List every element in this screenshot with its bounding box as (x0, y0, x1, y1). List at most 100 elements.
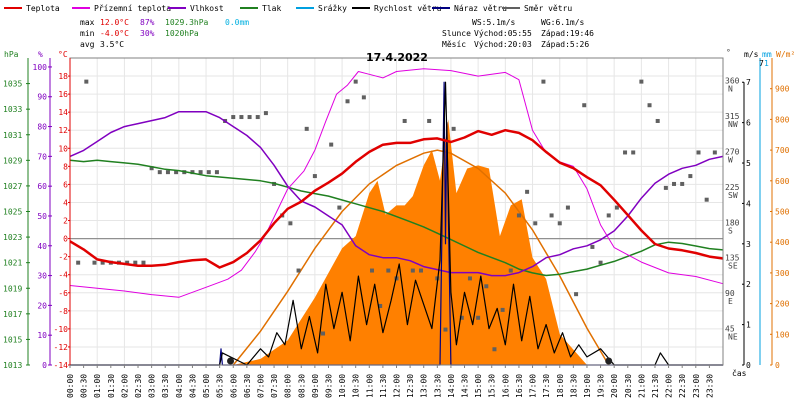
legend-label-prizemni: Přízemní teplota (94, 4, 171, 13)
wind-direction-point (606, 213, 611, 218)
stat-ws: WS:5.1m/s (472, 18, 516, 27)
wind-direction-point (410, 268, 415, 273)
tick-label-time: 11:00 (365, 374, 374, 398)
chart-title: 17.4.2022 (366, 51, 428, 64)
tick-label-temp: 4 (63, 198, 68, 207)
wind-direction-point (231, 115, 236, 120)
tick-label-temp: 16 (58, 90, 68, 99)
legend-label-srazky: Srážky (318, 4, 347, 13)
stat-max-label: max (80, 18, 95, 27)
tick-label-time: 08:30 (297, 374, 306, 398)
tick-label-temp: -2 (58, 253, 68, 262)
tick-label-wm: 0 (775, 361, 780, 370)
wind-direction-point (133, 260, 138, 265)
tick-label-time: 17:00 (529, 374, 538, 398)
wind-direction-point (598, 260, 603, 265)
tick-label-time: 21:30 (651, 374, 660, 398)
tick-label-wm: 900 (775, 85, 790, 94)
tick-label-ms: 5 (746, 159, 751, 168)
tick-label-temp: 18 (58, 72, 68, 81)
wind-direction-point (565, 205, 570, 210)
wind-direction-point (198, 170, 203, 175)
tick-label-temp: -10 (54, 325, 69, 334)
tick-label-dir-deg: 270 (725, 147, 740, 156)
tick-label-ms: 2 (746, 280, 751, 289)
stat-wg: WG:6.1m/s (541, 18, 585, 27)
tick-label-ms: 3 (746, 240, 751, 249)
tick-label-dir-name: SE (728, 262, 738, 271)
stat-min-hum: 30% (140, 29, 155, 38)
wind-direction-point (402, 118, 407, 123)
tick-label-time: 21:00 (637, 374, 646, 398)
tick-label-dir-name: S (728, 226, 733, 235)
tick-label-time: 03:30 (161, 374, 170, 398)
legend-label-naraz: Náraz větru (454, 4, 507, 13)
wind-direction-point (590, 244, 595, 249)
wind-direction-point (533, 221, 538, 226)
tick-label-dir-name: NW (728, 120, 738, 129)
wind-direction-point (386, 268, 391, 273)
stat-min-label: min (80, 29, 95, 38)
theoretical-radiation-line (232, 149, 610, 366)
wind-direction-point (663, 185, 668, 190)
tick-label-wm: 300 (775, 269, 790, 278)
tick-label-wm: 400 (775, 238, 790, 247)
axis-label-temp: °C (58, 50, 68, 59)
tick-label-time: 18:30 (569, 374, 578, 398)
wind-direction-point (296, 268, 301, 273)
wind-direction-point (345, 99, 350, 104)
wind-direction-point (100, 260, 105, 265)
tick-label-dir-deg: 135 (725, 254, 740, 263)
tick-label-temp: 6 (63, 180, 68, 189)
tick-label-pct: 50 (37, 212, 47, 221)
tick-label-dir-name: W (728, 155, 733, 164)
tick-label-dir-deg: 90 (725, 289, 735, 298)
stat-moon-label: Měsíc (442, 40, 466, 49)
tick-label-time: 06:30 (243, 374, 252, 398)
tick-label-wm: 100 (775, 330, 790, 339)
tick-label-time: 10:30 (352, 374, 361, 398)
tick-label-time: 13:30 (433, 374, 442, 398)
tick-label-hpa: 1033 (3, 105, 22, 114)
tick-label-time: 12:00 (393, 374, 402, 398)
tick-label-time: 17:30 (542, 374, 551, 398)
stat-sun-label: Slunce (442, 29, 471, 38)
wind-direction-point (672, 181, 677, 186)
tick-label-time: 14:30 (461, 374, 470, 398)
tick-label-time: 05:30 (216, 374, 225, 398)
wind-direction-point (157, 170, 162, 175)
tick-label-hpa: 1019 (3, 284, 22, 293)
tick-label-pct: 90 (37, 93, 47, 102)
tick-label-temp: -4 (58, 271, 68, 280)
wind-direction-point (427, 118, 432, 123)
wind-direction-point (288, 221, 293, 226)
tick-label-hpa: 1013 (3, 361, 22, 370)
tick-label-time: 16:00 (501, 374, 510, 398)
tick-label-pct: 100 (33, 63, 48, 72)
wind-direction-point (247, 115, 252, 120)
tick-label-time: 02:30 (134, 374, 143, 398)
tick-label-time: 20:30 (624, 374, 633, 398)
tick-label-wm: 600 (775, 177, 790, 186)
tick-label-temp: 8 (63, 162, 68, 171)
sunrise-marker (227, 357, 235, 365)
tick-label-time: 19:00 (583, 374, 592, 398)
stat-sun-set: Západ:19:46 (541, 29, 594, 38)
sunset-marker (605, 357, 613, 365)
axis-label-ms: m/s (744, 50, 759, 59)
axis-mm-top: 1 (764, 59, 769, 68)
legend-label-rychlost: Rychlost větru (374, 4, 442, 13)
tick-label-dir-deg: 45 (725, 325, 735, 334)
tick-label-dir-name: E (728, 297, 733, 306)
wind-direction-point (214, 170, 219, 175)
tick-label-temp: -14 (54, 361, 69, 370)
axis-label-dir: ° (726, 48, 731, 57)
tick-label-time: 22:00 (665, 374, 674, 398)
stat-sun-rise: Východ:05:55 (474, 29, 532, 38)
tick-label-time: 01:00 (93, 374, 102, 398)
tick-label-time: 01:30 (107, 374, 116, 398)
tick-label-pct: 70 (37, 152, 47, 161)
tick-label-pct: 30 (37, 272, 47, 281)
wind-direction-point (704, 197, 709, 202)
